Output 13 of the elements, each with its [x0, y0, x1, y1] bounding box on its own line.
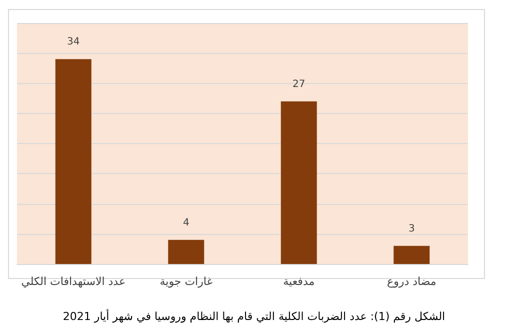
bar [280, 101, 317, 264]
bar [55, 59, 92, 264]
x-tick-label: غارات جوية [160, 275, 213, 288]
text: الشكل رقم (1): عدد الضربات الكلية التي قام بها النظام وروسيا في شهر أيار 2021 [62, 309, 446, 323]
bar [168, 240, 204, 264]
x-tick-label: عدد الاستهدافات الكلي [21, 275, 126, 288]
data-label: 34 [67, 36, 80, 48]
x-tick-label: مدفعية [283, 275, 315, 288]
data-label: 3 [408, 223, 415, 234]
bar [394, 246, 430, 264]
x-tick-label: مضاد دروع [386, 275, 436, 288]
data-label: 4 [182, 217, 190, 228]
data-label: 27 [292, 78, 306, 90]
